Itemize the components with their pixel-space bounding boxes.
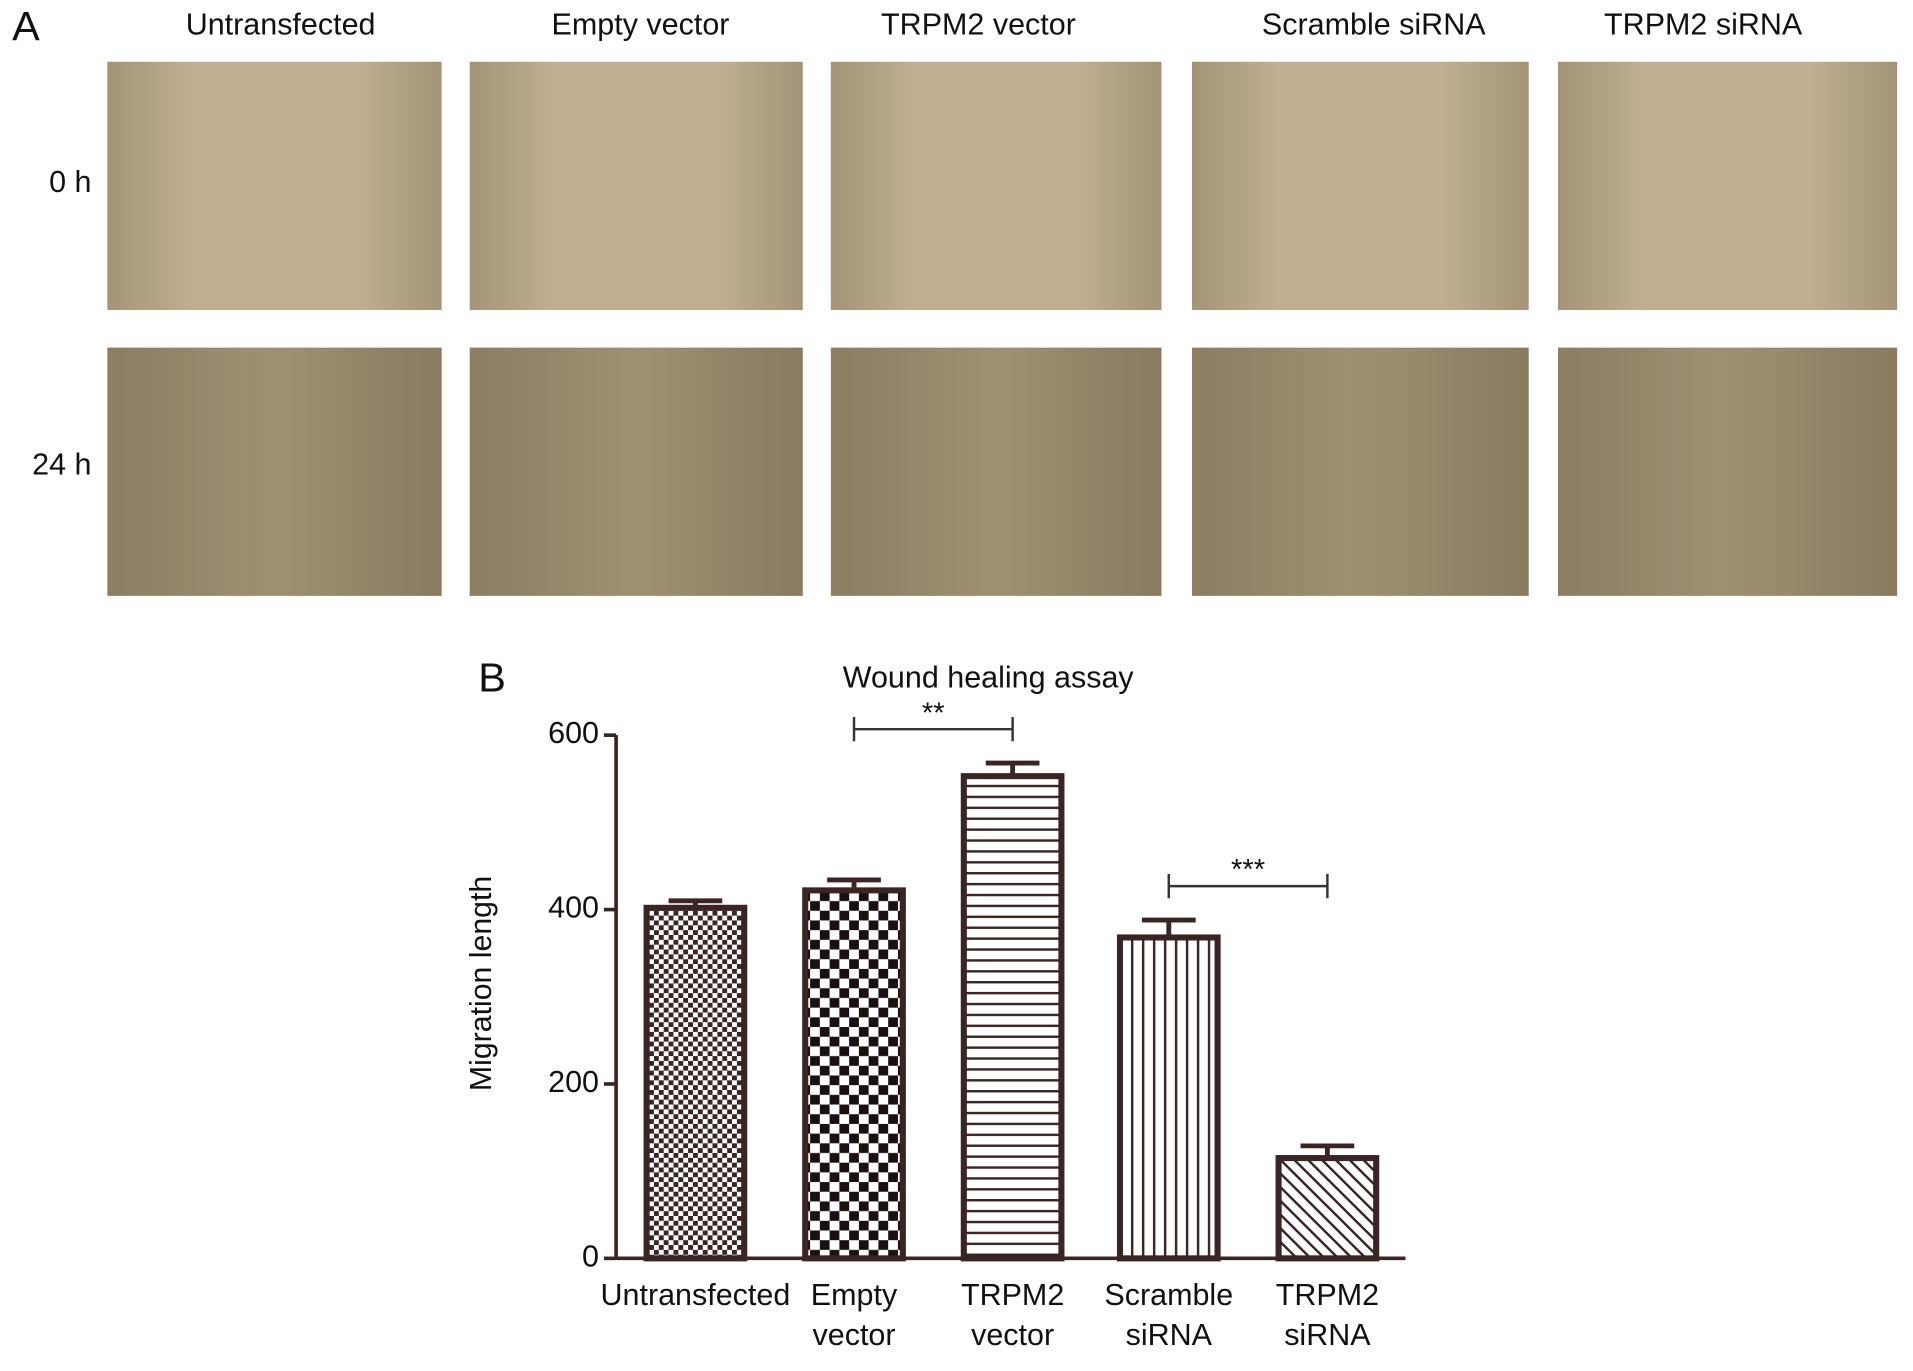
x-tick-label-line: vector <box>971 1318 1054 1352</box>
bar <box>960 773 1065 1262</box>
x-tick-label-line: siRNA <box>1126 1318 1213 1352</box>
x-tick-label-line: vector <box>813 1318 896 1352</box>
micrograph <box>107 61 442 311</box>
x-tick-label-line: Scramble <box>1104 1278 1233 1312</box>
micrograph <box>469 347 803 596</box>
y-tick-label: 0 <box>582 1239 599 1273</box>
x-tick-label: Scramble siRNA <box>1104 1278 1233 1352</box>
y-axis-label: Migration length <box>464 876 498 1091</box>
micrograph <box>107 347 442 596</box>
panel-label: B <box>478 655 506 701</box>
column-header: Scramble siRNA <box>1262 8 1486 42</box>
micrograph <box>1557 61 1898 311</box>
micrograph <box>1191 61 1529 311</box>
significance-label: *** <box>1231 854 1265 886</box>
row-label: 0 h <box>49 165 91 199</box>
bar <box>1275 1155 1380 1262</box>
x-tick-label-line: Empty <box>811 1278 898 1312</box>
column-header: Untransfected <box>186 8 376 42</box>
bar <box>643 904 748 1262</box>
micrograph <box>1557 347 1898 596</box>
x-tick-label: TRPM2 vector <box>961 1278 1064 1352</box>
y-tick-label: 600 <box>548 716 599 750</box>
x-tick-label-line: TRPM2 <box>1276 1278 1379 1312</box>
significance-label: ** <box>922 697 945 729</box>
column-header: TRPM2 siRNA <box>1604 8 1803 42</box>
y-tick-label: 400 <box>548 891 599 925</box>
x-tick-label: Untransfected <box>601 1278 791 1312</box>
x-tick-label-line: Untransfected <box>601 1278 791 1312</box>
panel-label: A <box>12 3 40 49</box>
column-header: Empty vector <box>552 8 730 42</box>
bar <box>1116 934 1221 1262</box>
y-tick-label: 200 <box>548 1065 599 1099</box>
x-tick-label-line: TRPM2 <box>961 1278 1064 1312</box>
micrograph <box>830 61 1162 311</box>
column-header: TRPM2 vector <box>881 8 1076 42</box>
x-tick-label: Empty vector <box>811 1278 898 1352</box>
bar <box>802 887 906 1262</box>
chart-title: Wound healing assay <box>843 661 1135 695</box>
micrograph <box>469 61 803 311</box>
x-tick-label-line: siRNA <box>1284 1318 1371 1352</box>
micrograph <box>830 347 1162 596</box>
x-tick-label: TRPM2 siRNA <box>1276 1278 1379 1352</box>
micrograph <box>1191 347 1529 596</box>
row-label: 24 h <box>32 447 91 481</box>
